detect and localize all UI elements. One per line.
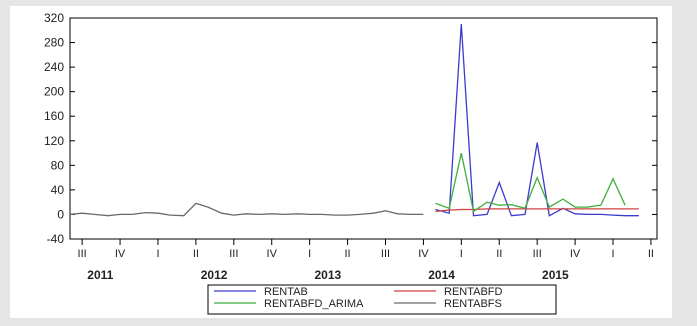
y-tick-label: -40	[47, 232, 65, 246]
x-tick-label: II	[496, 248, 502, 260]
x-tick-label: III	[78, 248, 87, 260]
legend-label: RENTAB	[264, 286, 308, 298]
x-tick-label: II	[193, 248, 199, 260]
x-tick-label: I	[156, 248, 159, 260]
x-year-label: 2012	[201, 268, 228, 282]
y-tick-label: 120	[44, 134, 64, 148]
legend: RENTAB RENTABFD RENTABFD_ARIMA RENTABFS	[207, 284, 557, 315]
plot-frame	[69, 17, 658, 240]
y-tick-label: 320	[44, 11, 64, 25]
series-line-rentabfs	[69, 202, 424, 217]
legend-label: RENTABFD	[444, 286, 503, 298]
y-tick-label: 160	[44, 109, 64, 123]
x-year-label: 2015	[542, 268, 569, 282]
legend-label: RENTABFD_ARIMA	[264, 298, 364, 310]
y-tick-label: 240	[44, 60, 64, 74]
x-tick-label: IV	[115, 248, 126, 260]
x-year-label: 2014	[428, 268, 455, 282]
legend-label: RENTABFS	[444, 298, 502, 310]
y-tick-label: 80	[51, 158, 65, 172]
x-tick-label: IV	[267, 248, 278, 260]
series-line-rentabfd	[435, 208, 639, 213]
x-tick-label: I	[460, 248, 463, 260]
x-tick-label: IV	[418, 248, 429, 260]
x-tick-label: III	[381, 248, 390, 260]
y-tick-label: 0	[57, 207, 64, 221]
x-tick-label: I	[308, 248, 311, 260]
y-tick-label: 280	[44, 36, 64, 50]
x-year-label: 2013	[315, 268, 342, 282]
series-line-rentabfd-arima	[435, 152, 626, 213]
legend-box	[207, 284, 557, 315]
y-tick-label: 40	[51, 183, 65, 197]
x-tick-label: IV	[570, 248, 581, 260]
y-tick-label: 200	[44, 85, 64, 99]
x-year-label: 2011	[87, 268, 113, 282]
x-tick-label: II	[648, 248, 654, 260]
x-tick-label: III	[533, 248, 542, 260]
series-line-rentab	[435, 24, 639, 217]
x-tick-label: III	[229, 248, 238, 260]
x-tick-label: II	[345, 248, 351, 260]
x-tick-label: I	[611, 248, 614, 260]
chart-frame: -40 0 40 80 120 160 200 240 280 320 III IV I II III IV I…	[10, 6, 672, 318]
